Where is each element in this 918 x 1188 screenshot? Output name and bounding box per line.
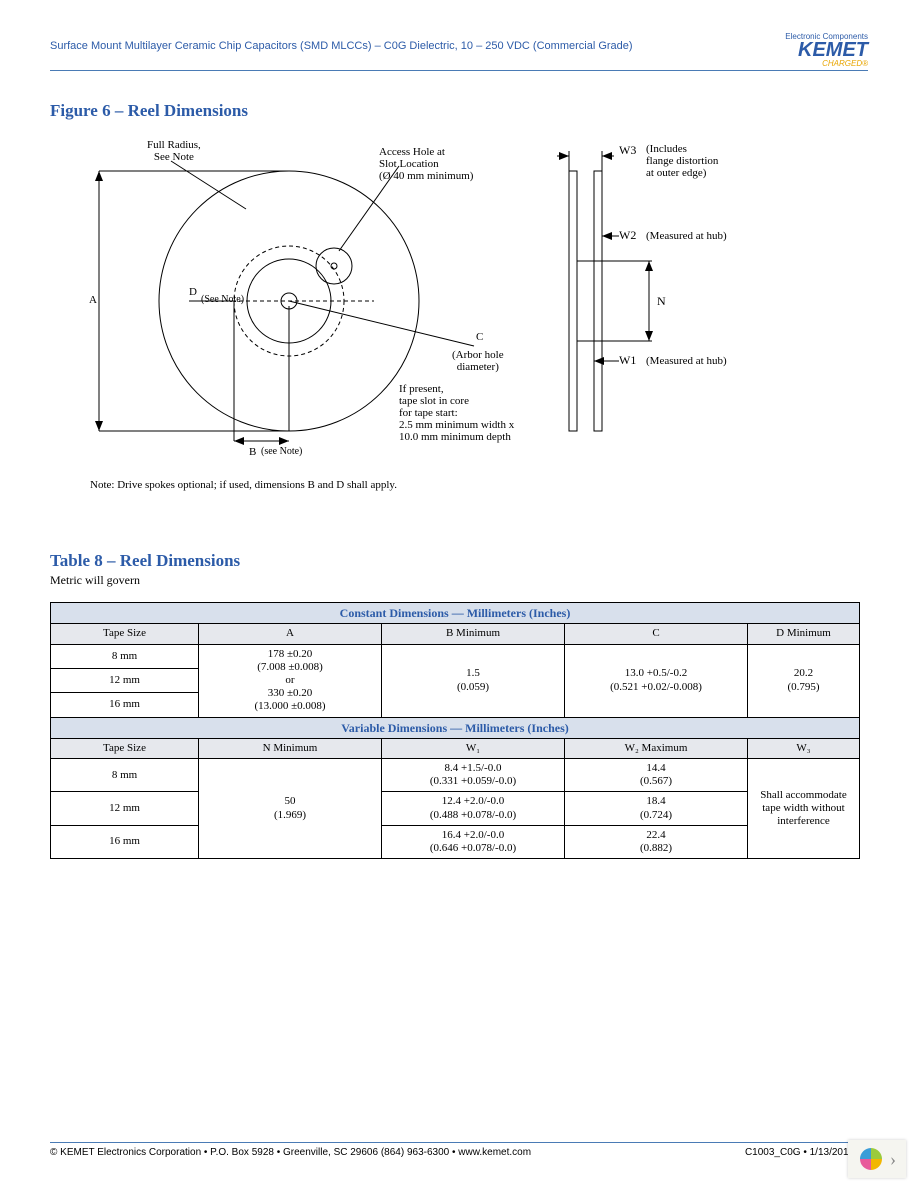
label-W3: (Includes flange distortion at outer edg… (646, 143, 718, 179)
label-see-note-b: (see Note) (261, 446, 302, 457)
label-W2-sym: W2 (619, 228, 636, 243)
col-A: A (199, 624, 382, 644)
pinwheel-icon (858, 1146, 884, 1172)
cell-size-16: 16 mm (51, 693, 199, 717)
label-D: D (189, 286, 197, 298)
col-C: C (565, 624, 748, 644)
corner-widget[interactable]: › (848, 1140, 906, 1178)
page-header: Surface Mount Multilayer Ceramic Chip Ca… (50, 40, 868, 71)
label-arbor: (Arbor hole diameter) (452, 349, 504, 373)
label-B: B (249, 446, 256, 458)
col2-N: N Minimum (199, 738, 382, 758)
document-title: Surface Mount Multilayer Ceramic Chip Ca… (50, 40, 633, 52)
cell2-N: 50 (1.969) (199, 759, 382, 859)
label-full-radius: Full Radius, See Note (147, 139, 201, 163)
cell2-W1-12: 12.4 +2.0/-0.0 (0.488 +0.078/-0.0) (382, 792, 565, 825)
col2-W1: W₁ (382, 738, 565, 758)
chevron-right-icon[interactable]: › (890, 1149, 896, 1170)
cell2-size-16: 16 mm (51, 825, 199, 858)
page-footer: © KEMET Electronics Corporation • P.O. B… (50, 1142, 868, 1158)
table-title: Table 8 – Reel Dimensions (50, 551, 868, 571)
table-subtitle: Metric will govern (50, 573, 868, 588)
cell2-W1-8: 8.4 +1.5/-0.0 (0.331 +0.059/-0.0) (382, 759, 565, 792)
cell-A: 178 ±0.20 (7.008 ±0.008) or 330 ±0.20 (1… (199, 644, 382, 717)
col2-tape-size: Tape Size (51, 738, 199, 758)
label-access-hole: Access Hole at Slot Location (Ø 40 mm mi… (379, 146, 473, 182)
cell2-W2-12: 18.4 (0.724) (565, 792, 748, 825)
logo-block: Electronic Components KEMET CHARGED® (785, 32, 868, 68)
label-see-note-d: (See Note) (201, 294, 244, 305)
col2-W3: W₃ (748, 738, 860, 758)
figure-note: Note: Drive spokes optional; if used, di… (90, 479, 868, 491)
col2-W2: W₂ Maximum (565, 738, 748, 758)
reel-dimensions-table: Constant Dimensions — Millimeters (Inche… (50, 602, 860, 859)
cell2-W2-8: 14.4 (0.567) (565, 759, 748, 792)
label-N: N (657, 294, 666, 309)
label-A: A (89, 294, 97, 306)
cell-D: 20.2 (0.795) (748, 644, 860, 717)
cell-size-8: 8 mm (51, 644, 199, 668)
cell2-W3: Shall accommodate tape width without int… (748, 759, 860, 859)
cell-C: 13.0 +0.5/-0.2 (0.521 +0.02/-0.008) (565, 644, 748, 717)
figure-title: Figure 6 – Reel Dimensions (50, 101, 868, 121)
label-C: C (476, 331, 483, 343)
label-W2: (Measured at hub) (646, 230, 727, 242)
cell-B: 1.5 (0.059) (382, 644, 565, 717)
cell2-W2-16: 22.4 (0.882) (565, 825, 748, 858)
label-W3-sym: W3 (619, 143, 636, 158)
col-B: B Minimum (382, 624, 565, 644)
cell2-W1-16: 16.4 +2.0/-0.0 (0.646 +0.078/-0.0) (382, 825, 565, 858)
logo-main: KEMET (785, 41, 868, 59)
label-W1: (Measured at hub) (646, 355, 727, 367)
footer-left: © KEMET Electronics Corporation • P.O. B… (50, 1147, 531, 1158)
cell-size-12: 12 mm (51, 668, 199, 692)
label-tape-slot: If present, tape slot in core for tape s… (399, 383, 514, 443)
reel-diagram: A D (See Note) B (see Note) Full Radius,… (59, 131, 859, 471)
label-W1-sym: W1 (619, 353, 636, 368)
cell2-size-8: 8 mm (51, 759, 199, 792)
cell2-size-12: 12 mm (51, 792, 199, 825)
section-header-constant: Constant Dimensions — Millimeters (Inche… (51, 603, 860, 624)
col-tape-size: Tape Size (51, 624, 199, 644)
section-header-variable: Variable Dimensions — Millimeters (Inche… (51, 717, 860, 738)
col-D: D Minimum (748, 624, 860, 644)
